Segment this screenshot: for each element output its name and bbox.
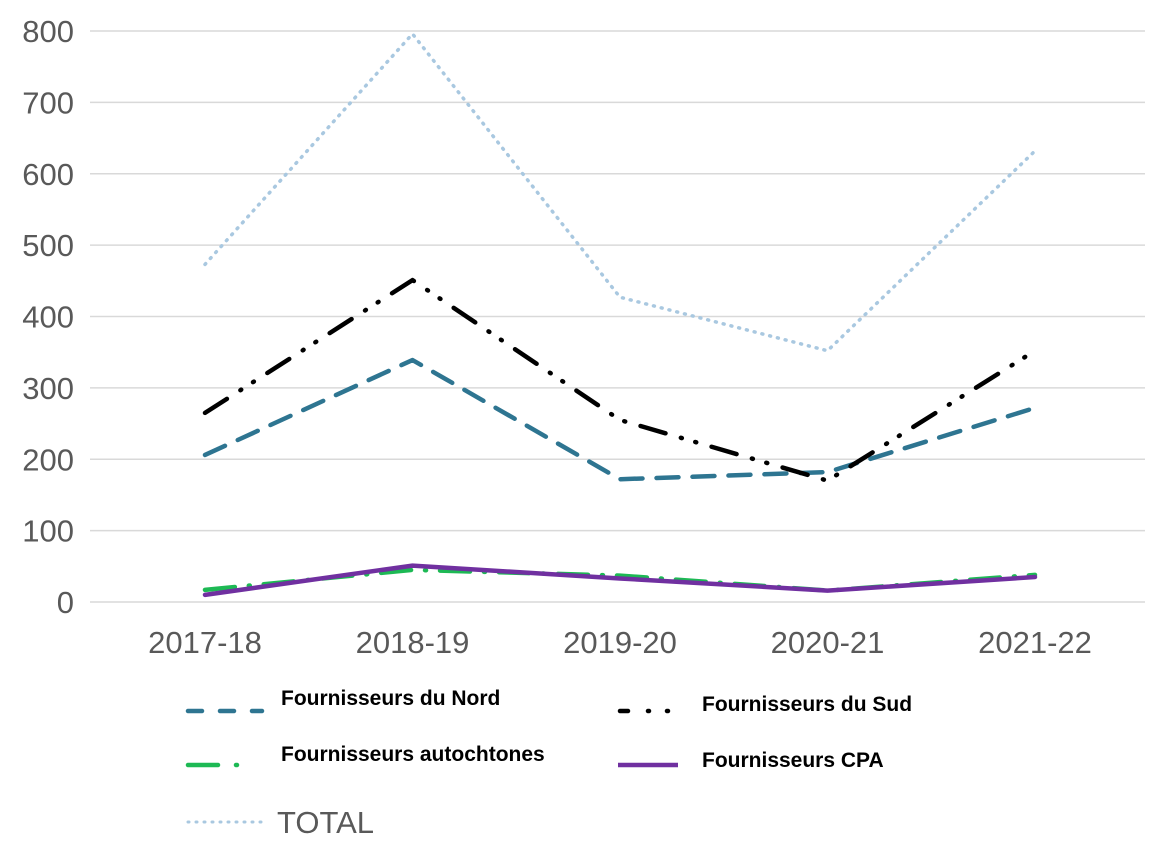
series-line [203, 32, 1037, 353]
series-line [202, 357, 1038, 482]
y-axis: 0 100 200 300 400 500 600 700 800 [22, 14, 74, 620]
legend: Fournisseurs du Nord Fournisseurs du Sud F… [185, 687, 912, 840]
legend-label: Fournisseurs autochtones [281, 743, 545, 766]
x-tick-label: 2020-21 [771, 625, 885, 660]
series-fournisseurs-cpa [202, 563, 1038, 598]
y-tick-label: 300 [22, 371, 74, 406]
y-tick-label: 400 [22, 300, 74, 335]
legend-label: Fournisseurs du Nord [281, 687, 500, 710]
x-tick-label: 2017-18 [148, 625, 262, 660]
y-tick-label: 500 [22, 228, 74, 263]
legend-item: TOTAL [186, 805, 374, 840]
legend-item: Fournisseurs CPA [618, 749, 884, 772]
series-lines [202, 32, 1038, 598]
x-tick-label: 2019-20 [563, 625, 677, 660]
y-tick-label: 700 [22, 85, 74, 120]
y-tick-label: 200 [22, 442, 74, 477]
legend-label: Fournisseurs du Sud [702, 693, 912, 716]
series-fournisseurs-du-sud [202, 277, 1038, 483]
y-tick-label: 100 [22, 514, 74, 549]
gridlines [90, 30, 1145, 603]
legend-label: Fournisseurs CPA [702, 749, 884, 772]
x-axis: 2017-18 2018-19 2019-20 2020-21 2021-22 [148, 625, 1092, 660]
legend-item: Fournisseurs du Nord [185, 687, 500, 714]
series-total [203, 32, 1037, 353]
legend-item: Fournisseurs autochtones [185, 743, 545, 768]
legend-item: Fournisseurs du Sud [617, 693, 912, 716]
x-tick-label: 2021-22 [978, 625, 1092, 660]
y-tick-label: 800 [22, 14, 74, 49]
series-line [202, 277, 1038, 483]
legend-label: TOTAL [277, 805, 374, 840]
y-tick-label: 600 [22, 157, 74, 192]
y-tick-label: 0 [57, 585, 74, 620]
x-tick-label: 2018-19 [356, 625, 470, 660]
series-line [202, 563, 1038, 598]
series-fournisseurs-du-nord [202, 357, 1038, 482]
